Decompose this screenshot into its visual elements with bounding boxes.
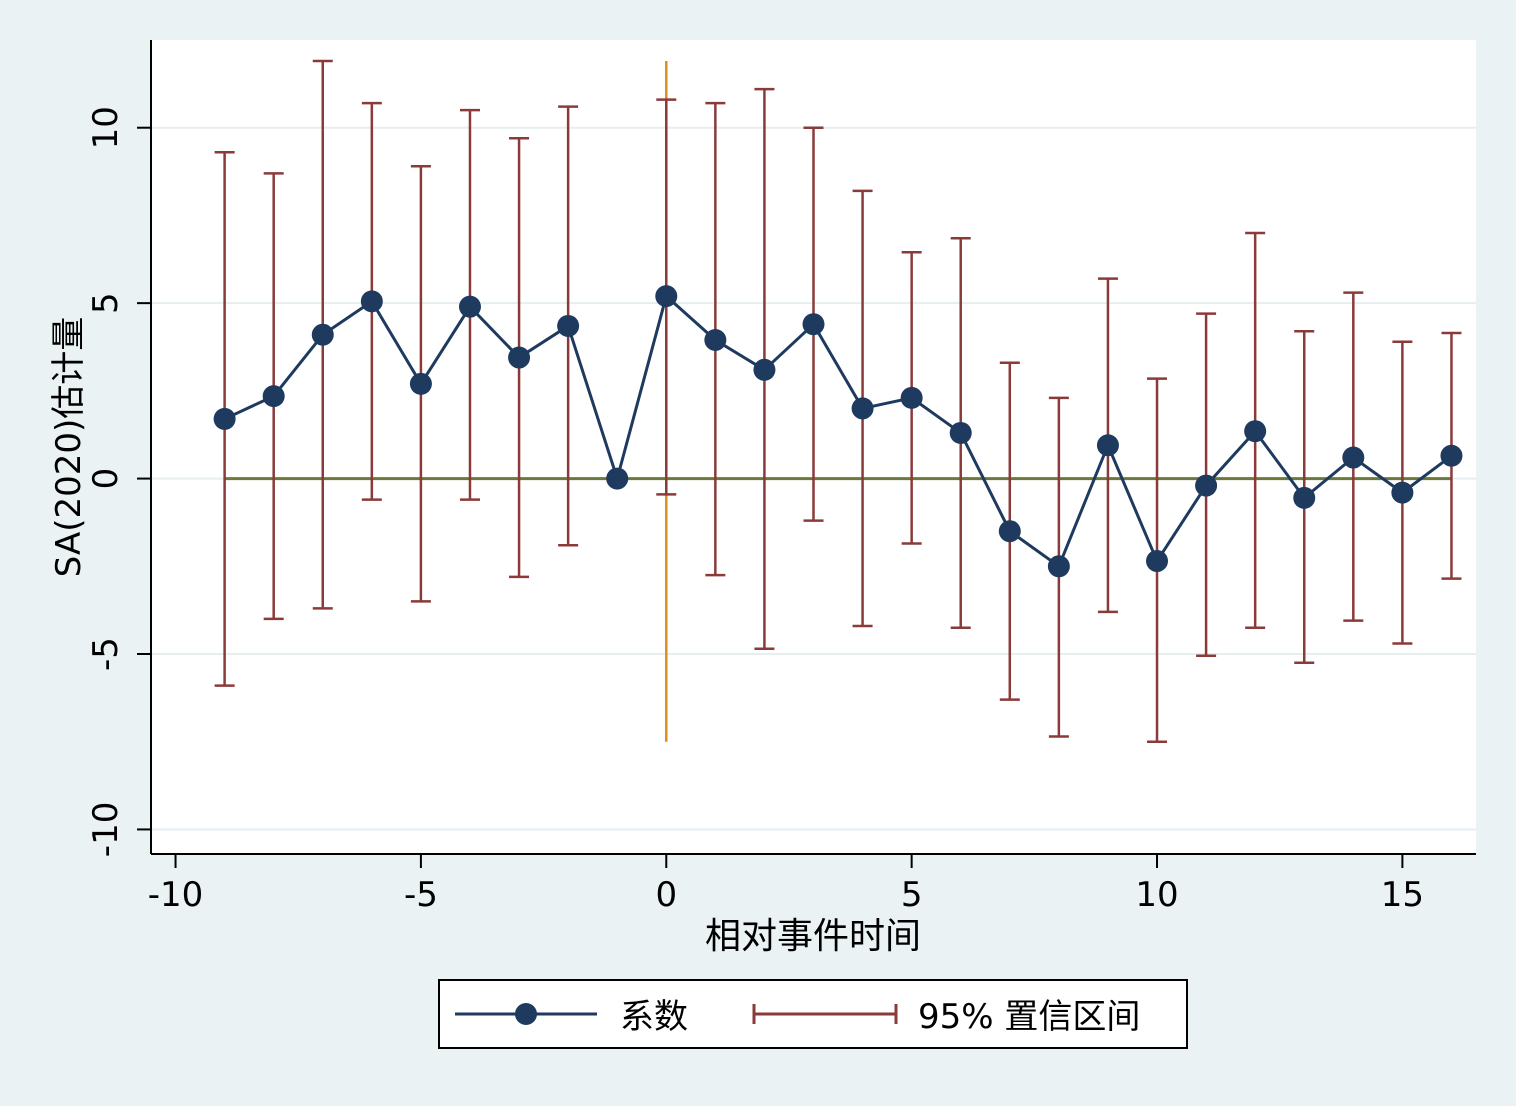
- coefficient-point: [802, 313, 825, 336]
- y-tick-label: 0: [86, 468, 126, 490]
- coefficient-line: [223, 293, 1453, 569]
- coefficient-point: [704, 328, 727, 351]
- y-tick-label: -5: [86, 637, 126, 671]
- coefficient-point: [1391, 481, 1414, 504]
- x-axis-title: 相对事件时间: [705, 916, 921, 957]
- coefficient-point: [360, 290, 383, 313]
- x-tick-label: 10: [1135, 875, 1178, 915]
- legend-key-ci: [752, 1004, 898, 1024]
- coefficient-point: [508, 346, 531, 369]
- coefficient-point: [1195, 474, 1218, 497]
- coefficient-point: [949, 421, 972, 444]
- legend-label-coefficient: 系数: [620, 997, 688, 1037]
- coefficient-point: [655, 285, 678, 308]
- y-tick-label: 10: [86, 106, 126, 149]
- x-tick-label: -5: [404, 875, 438, 915]
- coefficient-point: [557, 314, 580, 337]
- legend-label-ci: 95% 置信区间: [918, 997, 1140, 1037]
- legend-key-coefficient: [455, 1003, 597, 1025]
- coefficient-point: [1096, 434, 1119, 457]
- coefficient-point: [458, 295, 481, 318]
- coefficient-point: [311, 323, 334, 346]
- coefficient-point: [262, 385, 285, 408]
- coefficient-layer: [213, 285, 1463, 578]
- axis-layer: -10 -5 0 5 10 15 -10 -5 0 5 10: [86, 40, 1476, 915]
- coefficient-point: [1047, 555, 1070, 578]
- y-tick-label: 5: [86, 292, 126, 314]
- coefficient-point: [998, 520, 1021, 543]
- coefficient-point: [1440, 444, 1463, 467]
- legend: 系数 95% 置信区间: [438, 979, 1188, 1049]
- y-tick-label: -10: [86, 802, 126, 858]
- x-tick-label: -10: [148, 875, 204, 915]
- y-axis-title: SA(2020)估计量: [49, 317, 89, 578]
- coefficient-point: [606, 467, 629, 490]
- coefficient-point: [1293, 486, 1316, 509]
- coefficient-point: [851, 397, 874, 420]
- coefficient-point: [900, 386, 923, 409]
- coefficient-point: [1146, 550, 1169, 573]
- x-tick-label: 5: [901, 875, 923, 915]
- coefficient-point: [1244, 420, 1267, 443]
- coefficient-point: [213, 407, 236, 430]
- coefficient-point: [409, 372, 432, 395]
- coefficient-point: [1342, 446, 1365, 469]
- coefficient-point: [753, 358, 776, 381]
- x-tick-label: 15: [1381, 875, 1424, 915]
- x-tick-label: 0: [655, 875, 677, 915]
